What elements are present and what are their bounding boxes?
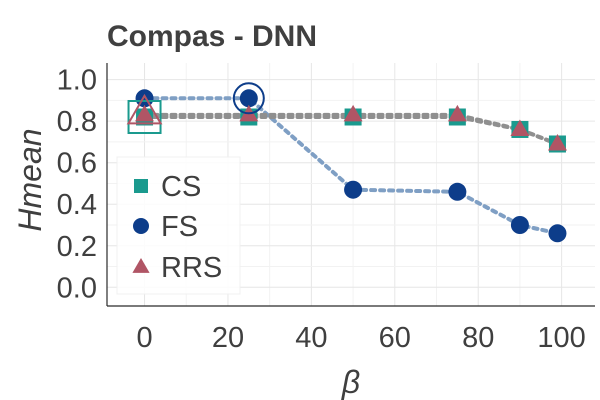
x-tick-label: 0 [136, 322, 152, 354]
y-tick-label: 1.0 [57, 65, 97, 97]
y-tick-label: 0.2 [57, 231, 97, 263]
y-tick-label: 0.6 [57, 148, 97, 180]
data-point-fs [448, 182, 467, 201]
x-tick-label: 20 [212, 322, 244, 354]
legend-label-fs: FS [161, 211, 198, 243]
chart-title: Compas - DNN [107, 20, 317, 53]
x-tick-label: 60 [379, 322, 411, 354]
y-tick-label: 0.4 [57, 189, 97, 221]
x-tick-label: 100 [537, 322, 585, 354]
data-point-fs [548, 224, 567, 243]
highlight-cs [127, 100, 162, 134]
highlight-rrs [126, 93, 163, 125]
x-tick-label: 80 [462, 322, 494, 354]
data-point-fs [344, 180, 363, 199]
x-axis-label: β [341, 364, 360, 400]
legend-marker-rrs [132, 258, 150, 273]
data-point-fs [510, 216, 529, 234]
data-point-rrs [548, 134, 567, 151]
data-point-rrs [447, 104, 467, 122]
legend-label-rrs: RRS [161, 252, 222, 284]
tick-labels: 0 20 40 60 80 100 0.0 0.2 0.4 0.6 0.8 1.0 [57, 65, 586, 354]
data-point-rrs [510, 119, 530, 136]
y-axis-label: Hmean [12, 128, 48, 231]
highlight-fs [232, 82, 265, 115]
legend-marker-fs [133, 218, 149, 234]
legend: CS FS RRS [116, 156, 241, 295]
y-tick-label: 0.8 [57, 106, 97, 138]
highlight-markers [126, 82, 265, 134]
legend-label-cs: CS [161, 171, 201, 203]
data-point-rrs [343, 104, 363, 122]
axes [106, 63, 595, 307]
data-point-fs [239, 89, 258, 108]
y-tick-label: 0.0 [57, 272, 97, 304]
legend-marker-cs [134, 179, 148, 193]
x-tick-label: 40 [295, 322, 327, 354]
data-point-rrs [135, 104, 154, 122]
